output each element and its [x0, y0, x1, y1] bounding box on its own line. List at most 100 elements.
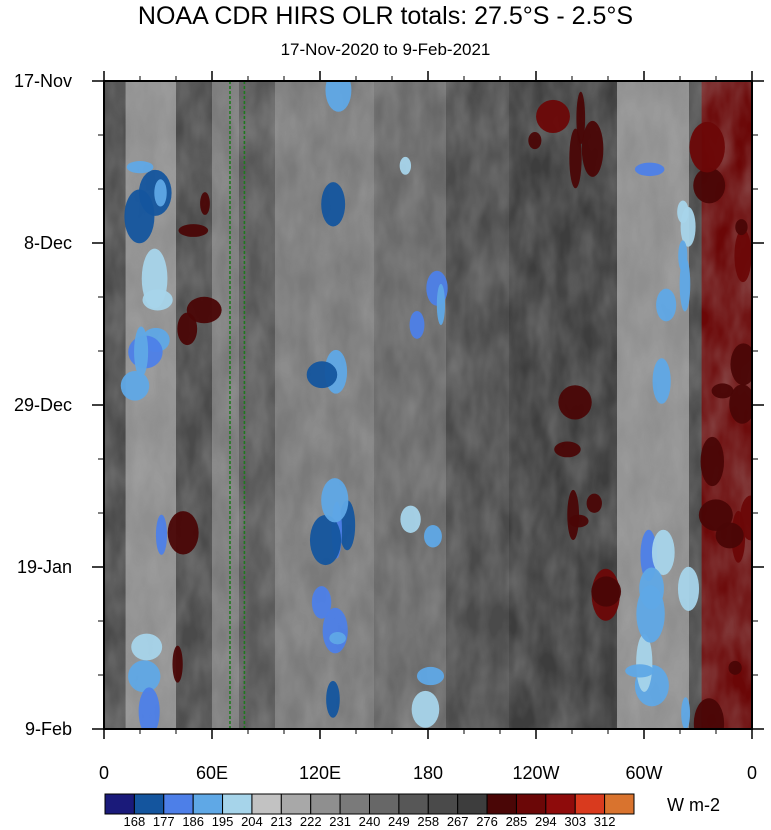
- olr-patch: [325, 81, 352, 112]
- olr-patch: [734, 228, 752, 283]
- olr-patch: [558, 385, 592, 420]
- colorbar-label: 258: [417, 814, 439, 829]
- colorbar-label: 249: [388, 814, 410, 829]
- colorbar-label: 267: [447, 814, 469, 829]
- x-tick-label: 120W: [512, 763, 559, 783]
- olr-patch: [677, 200, 689, 224]
- olr-patch: [424, 525, 442, 548]
- colorbar-label: 231: [329, 814, 351, 829]
- olr-patch: [200, 192, 210, 215]
- olr-patch: [134, 326, 149, 378]
- olr-patch: [636, 634, 653, 692]
- chart-subtitle: 17-Nov-2020 to 9-Feb-2021: [280, 40, 491, 59]
- olr-patch: [728, 660, 742, 675]
- olr-patch: [321, 182, 346, 227]
- olr-patch: [155, 514, 168, 555]
- colorbar-swatch: [222, 793, 253, 815]
- colorbar-swatch: [369, 793, 400, 815]
- olr-patch: [186, 296, 222, 324]
- olr-patch: [167, 511, 199, 555]
- chart-title: NOAA CDR HIRS OLR totals: 27.5°S - 2.5°S: [137, 2, 634, 30]
- olr-patch: [730, 343, 752, 386]
- colorbar-swatch: [310, 793, 341, 815]
- olr-patch: [409, 310, 425, 339]
- olr-patch: [124, 189, 155, 244]
- x-tick-label: 180: [413, 763, 443, 783]
- olr-patch: [677, 566, 700, 611]
- olr-patch: [693, 167, 726, 204]
- colorbar-swatch: [104, 793, 135, 815]
- colorbar-swatch: [192, 793, 224, 815]
- colorbar-label: 240: [359, 814, 381, 829]
- olr-patch: [715, 522, 744, 549]
- plot-area: [104, 81, 752, 729]
- olr-patch: [126, 160, 154, 174]
- olr-patch: [128, 660, 161, 693]
- y-tick-label: 17-Nov: [14, 71, 72, 91]
- olr-patch: [416, 666, 445, 686]
- olr-patch: [581, 120, 604, 177]
- olr-patch: [436, 283, 446, 326]
- x-tick-label: 0: [99, 763, 109, 783]
- olr-patch: [177, 312, 198, 346]
- colorbar-swatch: [427, 793, 459, 815]
- olr-patch: [729, 384, 752, 424]
- y-tick-label: 8-Dec: [24, 233, 72, 253]
- colorbar-swatch: [574, 793, 606, 815]
- olr-patch: [138, 687, 160, 729]
- y-tick-label: 9-Feb: [25, 719, 72, 739]
- colorbar-label: 213: [270, 814, 292, 829]
- olr-patch: [698, 499, 733, 531]
- colorbar-label: 276: [476, 814, 498, 829]
- colorbar-swatch: [280, 793, 312, 815]
- colorbar-label: 312: [594, 814, 616, 829]
- colorbar-swatch: [457, 793, 488, 815]
- olr-patch: [634, 162, 665, 177]
- olr-patch: [711, 383, 734, 399]
- olr-patch: [681, 697, 691, 729]
- olr-patch: [120, 371, 150, 401]
- colorbar-label: 168: [124, 814, 146, 829]
- olr-patch: [636, 585, 665, 643]
- colorbar-swatch: [163, 793, 194, 815]
- y-tick-label: 19-Jan: [17, 557, 72, 577]
- olr-patch: [689, 121, 725, 173]
- olr-patch: [700, 436, 725, 487]
- colorbar-label: 204: [241, 814, 263, 829]
- olr-patch: [131, 633, 163, 661]
- olr-patch: [693, 698, 725, 729]
- olr-patch: [399, 156, 412, 175]
- olr-patch: [329, 632, 346, 645]
- olr-patch: [567, 489, 580, 541]
- olr-patch: [142, 289, 173, 311]
- colorbar-swatch: [604, 793, 635, 815]
- x-tick-label: 60E: [196, 763, 228, 783]
- olr-patch: [569, 128, 582, 189]
- x-tick-label: 0: [747, 763, 757, 783]
- colorbar-label: 177: [153, 814, 175, 829]
- olr-patch: [528, 132, 542, 150]
- colorbar-swatch: [486, 793, 517, 815]
- colorbar-units: W m-2: [667, 795, 720, 815]
- olr-patch: [400, 505, 421, 533]
- colorbar-swatch: [545, 793, 576, 815]
- olr-patch: [576, 91, 586, 145]
- olr-patch: [309, 514, 342, 566]
- olr-patch: [735, 219, 748, 236]
- colorbar-swatch: [339, 793, 371, 815]
- colorbar-label: 303: [564, 814, 586, 829]
- olr-patch: [554, 441, 581, 458]
- olr-patch: [569, 514, 589, 528]
- olr-patch: [172, 645, 183, 683]
- x-tick-label: 60W: [625, 763, 662, 783]
- colorbar-label: 222: [300, 814, 322, 829]
- colorbar-label: 294: [535, 814, 557, 829]
- olr-patch: [311, 586, 332, 619]
- colorbar-swatch: [133, 793, 165, 815]
- olr-patch: [326, 680, 340, 718]
- olr-patch: [306, 361, 338, 389]
- colorbar-swatch: [398, 793, 429, 815]
- olr-patch: [321, 478, 349, 523]
- colorbar-label: 285: [506, 814, 528, 829]
